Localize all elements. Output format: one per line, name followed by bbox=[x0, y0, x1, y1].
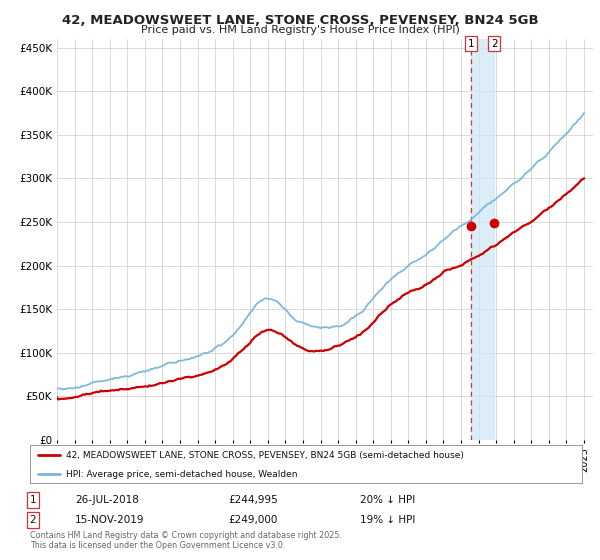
Text: 42, MEADOWSWEET LANE, STONE CROSS, PEVENSEY, BN24 5GB (semi-detached house): 42, MEADOWSWEET LANE, STONE CROSS, PEVEN… bbox=[66, 451, 464, 460]
Text: £249,000: £249,000 bbox=[228, 515, 277, 525]
Text: HPI: Average price, semi-detached house, Wealden: HPI: Average price, semi-detached house,… bbox=[66, 470, 298, 479]
Text: 2: 2 bbox=[29, 515, 37, 525]
Text: 42, MEADOWSWEET LANE, STONE CROSS, PEVENSEY, BN24 5GB: 42, MEADOWSWEET LANE, STONE CROSS, PEVEN… bbox=[62, 14, 538, 27]
Text: Contains HM Land Registry data © Crown copyright and database right 2025.: Contains HM Land Registry data © Crown c… bbox=[30, 531, 342, 540]
Bar bbox=[471, 39, 494, 440]
Text: 26-JUL-2018: 26-JUL-2018 bbox=[75, 495, 139, 505]
Text: 15-NOV-2019: 15-NOV-2019 bbox=[75, 515, 145, 525]
Text: 1: 1 bbox=[29, 495, 37, 505]
Text: Price paid vs. HM Land Registry's House Price Index (HPI): Price paid vs. HM Land Registry's House … bbox=[140, 25, 460, 35]
Text: 1: 1 bbox=[467, 39, 474, 49]
Text: 19% ↓ HPI: 19% ↓ HPI bbox=[360, 515, 415, 525]
Text: This data is licensed under the Open Government Licence v3.0.: This data is licensed under the Open Gov… bbox=[30, 541, 286, 550]
Text: 20% ↓ HPI: 20% ↓ HPI bbox=[360, 495, 415, 505]
Text: 2: 2 bbox=[491, 39, 497, 49]
Text: £244,995: £244,995 bbox=[228, 495, 278, 505]
